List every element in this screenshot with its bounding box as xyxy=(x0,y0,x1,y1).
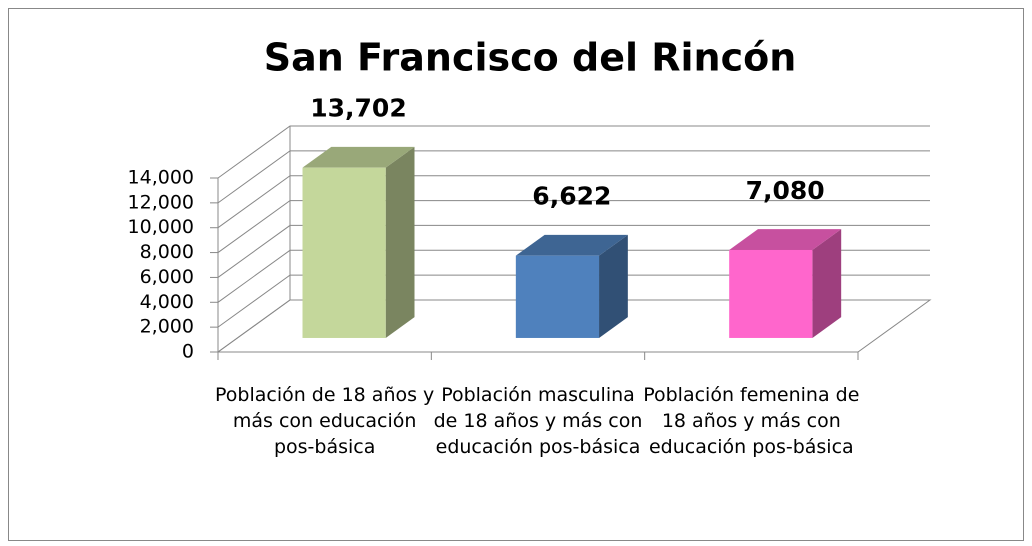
grid-line xyxy=(217,274,930,328)
x-label-box: Población de 18 años y más con educación… xyxy=(214,384,435,458)
x-tick-label: Población de 18 años y más con educación… xyxy=(214,384,435,458)
y-tick-label: 10,000 xyxy=(128,216,194,238)
grid-line xyxy=(217,125,930,179)
y-tick-label: 14,000 xyxy=(128,167,194,189)
bar xyxy=(302,146,415,338)
bar-side xyxy=(599,234,628,338)
bar-top xyxy=(302,146,415,168)
grid-line xyxy=(217,200,930,253)
x-label-box: Población masculina de 18 años y más con… xyxy=(433,384,643,458)
data-label: 6,622 xyxy=(532,182,611,211)
x-tick-label: Población femenina de 18 años y más con … xyxy=(643,384,860,458)
y-tick-label: 2,000 xyxy=(140,316,194,338)
x-label-box: Población femenina de 18 años y más con … xyxy=(643,384,860,458)
bar-top xyxy=(729,229,842,250)
y-tick-label: 4,000 xyxy=(140,291,194,313)
y-tick-label: 12,000 xyxy=(128,191,194,213)
bar-front xyxy=(729,249,813,338)
bar-front xyxy=(302,167,386,338)
data-label: 13,702 xyxy=(310,94,406,123)
chart-title: San Francisco del Rincón xyxy=(264,36,797,80)
bar-side xyxy=(812,229,842,338)
y-tick-label: 0 xyxy=(182,341,194,363)
x-tick-label: Población masculina de 18 años y más con… xyxy=(433,384,643,458)
y-tick-label: 8,000 xyxy=(140,241,194,263)
grid-line xyxy=(217,175,930,229)
grid-line xyxy=(217,299,930,353)
y-tick-label: 6,000 xyxy=(140,266,194,288)
bar-side xyxy=(385,146,415,338)
data-label: 7,080 xyxy=(746,176,825,205)
bar-front xyxy=(515,255,600,338)
grid-line xyxy=(217,150,930,204)
grid-line xyxy=(217,249,930,303)
bar xyxy=(515,234,628,338)
bar-top xyxy=(515,234,628,256)
bar xyxy=(729,229,842,338)
grid-line xyxy=(217,224,930,278)
